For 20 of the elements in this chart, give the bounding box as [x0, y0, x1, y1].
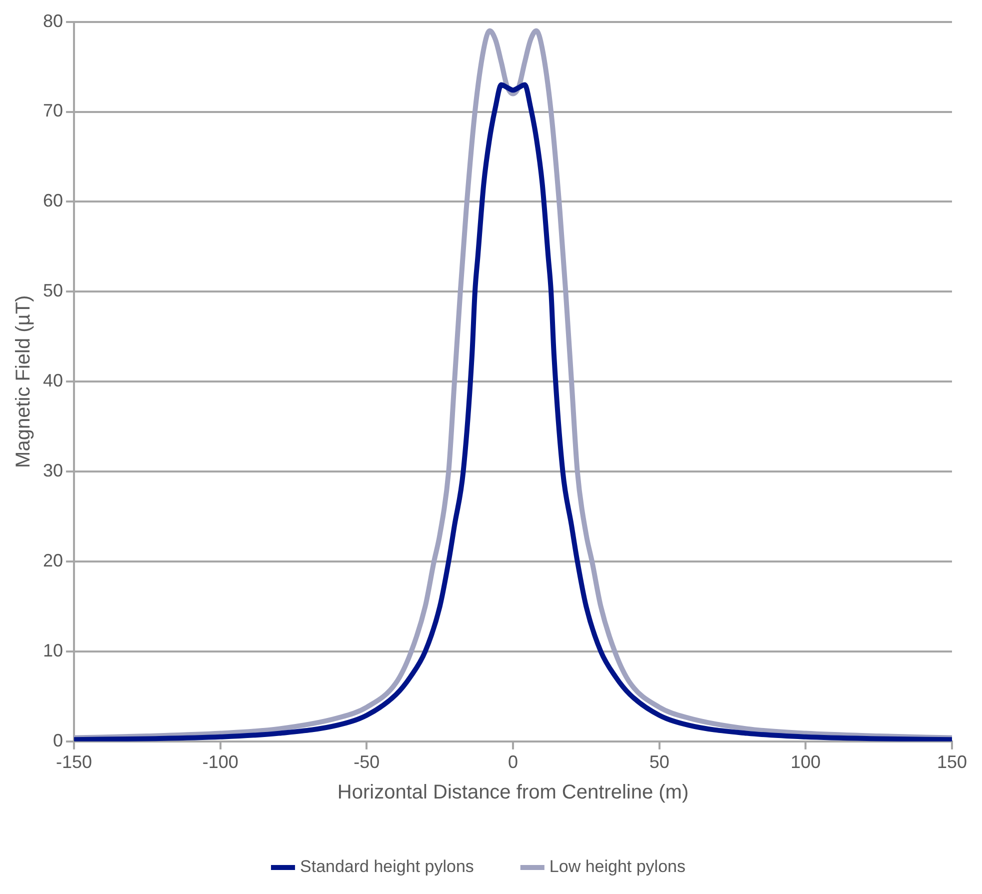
- legend-label: Standard height pylons: [300, 857, 474, 876]
- x-tick-label: -50: [354, 752, 380, 772]
- y-tick-label: 80: [42, 10, 64, 31]
- y-tick-label: 10: [42, 640, 64, 660]
- x-tick-label: 50: [649, 752, 670, 772]
- x-tick-label: 100: [790, 752, 821, 772]
- x-tick-label: 150: [936, 752, 968, 772]
- y-tick-label: 20: [42, 550, 64, 570]
- y-tick-label: 40: [42, 370, 64, 391]
- x-tick-label: -150: [56, 752, 92, 772]
- y-tick-label: 0: [53, 730, 64, 750]
- y-tick-label: 60: [42, 190, 64, 211]
- x-tick-label: -100: [202, 752, 238, 772]
- y-tick-label: 70: [42, 100, 64, 121]
- y-axis-title: Magnetic Field (µT): [12, 295, 35, 468]
- x-tick-label: 0: [508, 752, 518, 772]
- x-axis-title: Horizontal Distance from Centreline (m): [337, 782, 689, 804]
- legend-label: Low height pylons: [549, 857, 686, 876]
- y-tick-label: 30: [42, 460, 64, 481]
- y-tick-label: 50: [42, 280, 64, 301]
